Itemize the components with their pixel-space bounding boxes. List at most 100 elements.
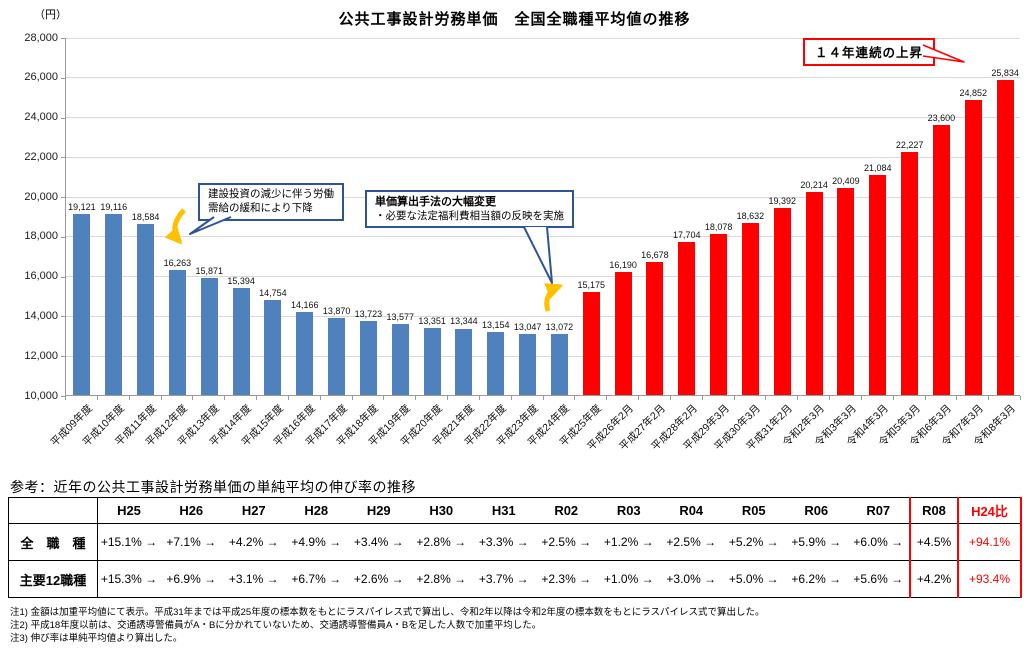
y-axis-label: 18,000: [24, 230, 58, 243]
bar-value-label: 20,214: [800, 179, 828, 190]
table-col-header: R05: [722, 497, 785, 524]
table-col-header: R06: [785, 497, 848, 524]
bar-value-label: 16,678: [641, 250, 669, 261]
bar: [710, 234, 728, 395]
y-axis-label: 10,000: [24, 389, 58, 402]
x-axis-tick: [383, 396, 385, 400]
bar: [232, 287, 250, 395]
bar: [805, 191, 823, 395]
y-axis-tick: [61, 38, 65, 39]
bar-value-label: 25,834: [991, 68, 1019, 79]
bar: [487, 332, 505, 395]
bar-value-label: 13,072: [545, 321, 574, 332]
footnote-line: 注2) 平成18年度以前は、交通誘導警備員がA・Bに分かれていないため、交通誘導…: [10, 620, 542, 632]
x-axis-tick: [797, 396, 799, 400]
table-col-header: H27: [222, 497, 285, 524]
bar-value-label: 13,047: [513, 322, 542, 333]
table-cell: +15.3% →: [100, 572, 158, 586]
bar-value-label: 16,263: [163, 258, 192, 269]
chart-title: 公共工事設計労務単価 全国全職種平均値の推移: [338, 11, 691, 28]
y-axis-tick: [61, 316, 65, 318]
bar-value-label: 13,351: [418, 316, 446, 327]
table-cell: +5.9% →: [791, 535, 842, 549]
y-axis-tick: [61, 157, 65, 159]
bar-value-label: 14,754: [259, 288, 287, 299]
table-cell: +1.2% →: [603, 535, 654, 549]
grid-line: [66, 355, 1020, 357]
table-cell: +2.8% →: [416, 535, 467, 549]
bar: [678, 241, 696, 395]
bar: [837, 187, 855, 395]
grid-line: [66, 315, 1020, 317]
bar: [646, 262, 664, 395]
y-axis-tick: [61, 77, 65, 79]
footnote-line: 注3) 伸び率は単純平均値より算出した。: [10, 633, 183, 645]
footnote-line: 注1) 金額は加重平均値にて表示。平成31年までは平成25年度の標本数をもとにラ…: [10, 607, 765, 618]
x-axis-tick: [956, 396, 958, 400]
x-axis-tick: [606, 396, 608, 400]
table-cell: +4.9% →: [291, 535, 342, 549]
table-head: H25 H26 H27 H28 H29 H30 H31 R02 R03 R04 R05 R06 R07 R…: [8, 497, 1022, 524]
table-row-label: 主要12職種: [8, 560, 98, 598]
x-axis-tick: [1020, 396, 1021, 400]
bar-value-label: 20,409: [832, 175, 860, 186]
table-corner-cell: [8, 497, 98, 524]
grid-line: [66, 156, 1020, 158]
bar-value-label: 24,852: [959, 87, 988, 98]
x-axis-tick: [542, 396, 544, 400]
y-axis-label: 26,000: [24, 71, 58, 84]
bar-value-label: 13,723: [354, 308, 383, 319]
streak-label: １４年連続の上昇: [815, 46, 924, 60]
bar-value-label: 17,704: [672, 229, 701, 240]
bar-value-label: 18,584: [131, 212, 160, 223]
bar-value-label: 13,870: [322, 306, 351, 317]
y-axis-label: 22,000: [24, 150, 58, 163]
x-axis-tick: [638, 396, 639, 400]
table-cell: +6.7% →: [291, 572, 342, 586]
bar-value-label: 23,600: [927, 112, 956, 123]
bar-value-label: 13,344: [450, 316, 478, 327]
decline-note-line2: 需給の緩和により下降: [208, 201, 313, 214]
y-axis-label: 20,000: [24, 190, 58, 203]
bar: [423, 328, 441, 395]
table-col-header: H28: [285, 497, 348, 524]
table-caption: 参考：近年の公共工事設計労務単価の単純平均の伸び率の推移: [10, 479, 416, 495]
grid-line: [66, 37, 1020, 39]
table-col-header: R07: [847, 497, 910, 524]
table-cell: +3.4% →: [353, 535, 404, 549]
bar-value-label: 18,632: [736, 211, 765, 222]
bar-value-label: 22,227: [895, 139, 924, 150]
x-axis-tick: [351, 396, 353, 400]
table-row: 主要12職種 +15.3% → +6.9% → +3.1% → +6.7% → +2.6%…: [8, 560, 1022, 598]
y-axis-unit-label: （円）: [34, 9, 67, 21]
x-axis-tick: [319, 396, 321, 400]
x-axis-tick: [829, 396, 830, 400]
table-cell: +4.2% →: [228, 535, 279, 549]
bar-value-label: 19,116: [100, 201, 128, 212]
table-cell: +5.6% →: [853, 572, 904, 586]
bar: [296, 312, 314, 395]
table-col-header: H30: [410, 497, 473, 524]
table-col-header: H29: [347, 497, 410, 524]
bar-value-label: 19,121: [68, 201, 96, 212]
footnotes: 注1) 金額は加重平均値にて表示。平成31年までは平成25年度の標本数をもとにラ…: [10, 606, 765, 645]
x-axis-tick: [256, 396, 257, 400]
x-axis-tick: [765, 396, 767, 400]
y-axis-tick: [61, 396, 65, 397]
bar-value-label: 14,166: [290, 300, 319, 311]
x-axis-tick: [96, 396, 98, 400]
x-axis-tick: [701, 396, 703, 400]
growth-table: H25 H26 H27 H28 H29 H30 H31 R02 R03 R04 R05 R06 R07 R…: [8, 497, 1022, 598]
y-axis-label: 16,000: [24, 270, 58, 283]
bar-value-label: 18,078: [704, 222, 733, 233]
table-cell: +6.0% →: [853, 535, 904, 549]
table-col-header: R02: [535, 497, 598, 524]
bar-value-label: 15,394: [227, 275, 255, 286]
bar-value-label: 13,577: [386, 311, 415, 322]
y-axis-label: 14,000: [24, 309, 58, 322]
table-col-header: H25: [97, 497, 160, 524]
table-cell: +7.1% →: [166, 535, 217, 549]
bar: [328, 318, 346, 395]
table-col-header: R04: [660, 497, 723, 524]
y-axis-tick: [61, 236, 65, 238]
